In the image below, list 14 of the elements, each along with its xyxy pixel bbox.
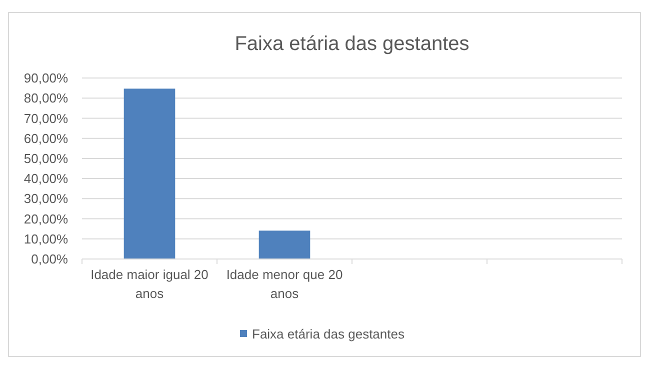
y-tick-label: 50,00% <box>24 150 68 166</box>
y-tick-label: 0,00% <box>31 252 68 267</box>
y-tick-label: 20,00% <box>24 211 68 226</box>
x-tick-label: Idade menor que 20 anos <box>226 267 343 301</box>
y-tick-label: 90,00% <box>24 70 68 86</box>
y-tick-label: 30,00% <box>24 191 68 206</box>
y-tick-label: 10,00% <box>24 231 68 246</box>
chart-title: Faixa etária das gestantes <box>234 33 470 55</box>
y-tick-label: 60,00% <box>24 130 68 146</box>
y-tick-label: 70,00% <box>24 110 68 126</box>
legend-label: Faixa etária das gestantes <box>252 326 405 342</box>
y-tick-label: 80,00% <box>24 90 68 106</box>
x-tick-label: Idade maior igual 20 anos <box>90 267 208 301</box>
y-tick-label: 40,00% <box>24 171 68 186</box>
